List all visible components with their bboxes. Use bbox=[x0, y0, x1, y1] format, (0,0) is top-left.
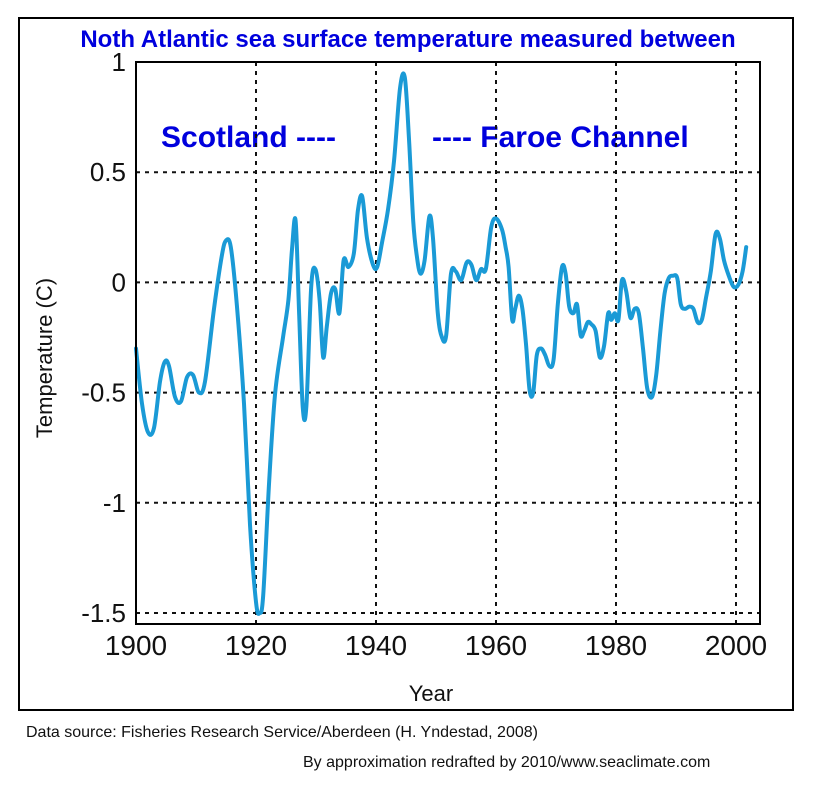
y-tick-label: -1.5 bbox=[81, 598, 126, 628]
x-axis-label: Year bbox=[409, 681, 453, 706]
y-axis-label: Temperature (C) bbox=[32, 278, 57, 438]
x-tick-label: 1980 bbox=[585, 630, 647, 661]
y-tick-label: -1 bbox=[103, 488, 126, 518]
chart-title: Noth Atlantic sea surface temperature me… bbox=[80, 26, 735, 53]
y-tick-label: 0 bbox=[112, 267, 126, 297]
x-tick-label: 1960 bbox=[465, 630, 527, 661]
series-line-0 bbox=[136, 73, 746, 613]
annotation-scotland: Scotland ---- bbox=[161, 121, 336, 154]
x-tick-label: 2000 bbox=[705, 630, 767, 661]
x-axis-ticks: 1900 1920 1940 1960 1980 2000 bbox=[105, 630, 767, 661]
x-tick-label: 1920 bbox=[225, 630, 287, 661]
y-tick-label: 1 bbox=[112, 47, 126, 77]
chart: Noth Atlantic sea surface temperature me… bbox=[0, 0, 814, 791]
y-axis-ticks: 1 0.5 0 -0.5 -1 -1.5 bbox=[81, 47, 126, 628]
y-tick-label: -0.5 bbox=[81, 378, 126, 408]
series-layer bbox=[136, 73, 746, 613]
x-tick-label: 1900 bbox=[105, 630, 167, 661]
x-tick-label: 1940 bbox=[345, 630, 407, 661]
credit-note: By approximation redrafted by 2010/www.s… bbox=[303, 754, 710, 772]
y-tick-label: 0.5 bbox=[90, 157, 126, 187]
annotation-faroe-channel: ---- Faroe Channel bbox=[432, 121, 689, 154]
data-source-note: Data source: Fisheries Research Service/… bbox=[26, 724, 538, 742]
